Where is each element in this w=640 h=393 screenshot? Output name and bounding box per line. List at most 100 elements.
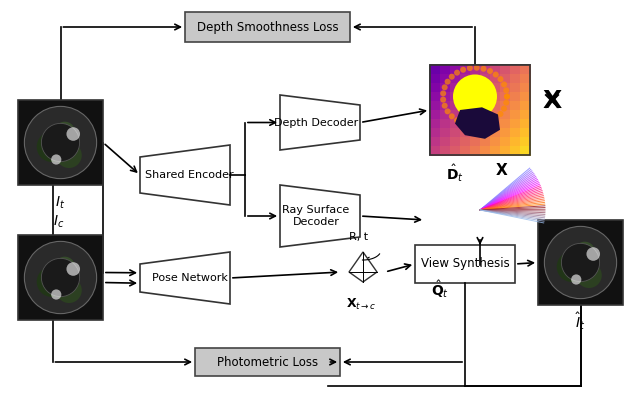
Polygon shape bbox=[455, 107, 500, 139]
Bar bbox=[520, 83, 531, 93]
Bar bbox=[500, 137, 511, 147]
Circle shape bbox=[481, 121, 486, 127]
Circle shape bbox=[449, 113, 455, 119]
Bar bbox=[510, 101, 521, 111]
Bar bbox=[430, 146, 441, 156]
Text: R, t: R, t bbox=[349, 232, 369, 242]
Circle shape bbox=[42, 123, 79, 162]
FancyBboxPatch shape bbox=[195, 348, 340, 376]
Bar bbox=[520, 146, 531, 156]
Bar bbox=[18, 235, 103, 320]
Bar bbox=[500, 83, 511, 93]
Circle shape bbox=[449, 74, 455, 80]
Bar bbox=[510, 65, 521, 75]
Circle shape bbox=[481, 66, 486, 72]
Bar bbox=[500, 110, 511, 120]
Bar bbox=[430, 128, 441, 138]
Circle shape bbox=[503, 87, 509, 93]
Bar bbox=[430, 137, 441, 147]
Circle shape bbox=[67, 127, 80, 141]
Bar bbox=[480, 101, 491, 111]
Circle shape bbox=[503, 100, 509, 106]
Bar bbox=[490, 83, 501, 93]
Bar bbox=[480, 128, 491, 138]
Bar bbox=[510, 137, 521, 147]
Bar bbox=[460, 101, 471, 111]
Bar bbox=[470, 101, 481, 111]
Bar bbox=[480, 92, 491, 102]
Circle shape bbox=[504, 94, 510, 99]
Circle shape bbox=[442, 84, 447, 90]
Bar bbox=[430, 65, 530, 155]
Bar bbox=[490, 110, 501, 120]
Bar bbox=[18, 100, 103, 185]
Bar bbox=[460, 137, 471, 147]
Text: $\hat{\mathbf{Q}}_t$: $\hat{\mathbf{Q}}_t$ bbox=[431, 278, 449, 299]
Circle shape bbox=[24, 241, 97, 314]
Bar bbox=[440, 74, 451, 84]
Circle shape bbox=[54, 122, 75, 142]
Bar bbox=[460, 119, 471, 129]
Circle shape bbox=[460, 120, 466, 126]
Bar bbox=[440, 92, 451, 102]
Bar bbox=[430, 110, 441, 120]
Bar bbox=[450, 146, 461, 156]
Circle shape bbox=[442, 103, 447, 109]
Bar bbox=[500, 65, 511, 75]
Bar bbox=[490, 92, 501, 102]
Circle shape bbox=[586, 247, 600, 261]
Text: $\mathbf{X}$: $\mathbf{X}$ bbox=[495, 162, 509, 178]
Circle shape bbox=[440, 90, 446, 96]
Bar bbox=[440, 146, 451, 156]
Bar bbox=[440, 128, 451, 138]
Bar bbox=[450, 74, 461, 84]
Bar bbox=[500, 74, 511, 84]
Bar bbox=[480, 137, 491, 147]
FancyBboxPatch shape bbox=[185, 12, 350, 42]
Bar bbox=[490, 119, 501, 129]
Text: $I_t$: $I_t$ bbox=[56, 195, 66, 211]
Bar bbox=[470, 83, 481, 93]
Bar bbox=[480, 83, 491, 93]
Bar bbox=[500, 92, 511, 102]
Text: Depth Smoothness Loss: Depth Smoothness Loss bbox=[196, 20, 339, 33]
Bar bbox=[520, 119, 531, 129]
Circle shape bbox=[501, 106, 507, 112]
Circle shape bbox=[460, 67, 466, 73]
Circle shape bbox=[454, 118, 460, 123]
Bar bbox=[510, 119, 521, 129]
Bar bbox=[440, 101, 451, 111]
Bar bbox=[450, 128, 461, 138]
Bar bbox=[480, 65, 491, 75]
Circle shape bbox=[453, 75, 497, 119]
Bar bbox=[470, 119, 481, 129]
Bar bbox=[460, 74, 471, 84]
Circle shape bbox=[56, 143, 82, 168]
Bar bbox=[470, 128, 481, 138]
Polygon shape bbox=[349, 252, 377, 282]
Bar bbox=[430, 65, 530, 155]
Text: $\mathbf{X}_{t\rightarrow c}$: $\mathbf{X}_{t\rightarrow c}$ bbox=[346, 297, 376, 312]
Bar bbox=[520, 74, 531, 84]
Polygon shape bbox=[280, 185, 360, 247]
Circle shape bbox=[24, 107, 97, 179]
Polygon shape bbox=[140, 145, 230, 205]
Bar bbox=[500, 119, 511, 129]
Circle shape bbox=[487, 68, 493, 74]
Text: Ray Surface
Decoder: Ray Surface Decoder bbox=[282, 205, 349, 227]
Circle shape bbox=[467, 65, 473, 71]
Circle shape bbox=[42, 258, 79, 297]
Bar bbox=[440, 110, 451, 120]
Bar bbox=[470, 92, 481, 102]
Bar bbox=[440, 137, 451, 147]
Bar bbox=[460, 110, 471, 120]
Bar bbox=[460, 92, 471, 102]
Bar bbox=[520, 65, 531, 75]
Bar bbox=[470, 65, 481, 75]
Circle shape bbox=[51, 154, 61, 165]
Bar bbox=[520, 128, 531, 138]
Circle shape bbox=[497, 111, 504, 117]
Bar bbox=[490, 137, 501, 147]
Bar bbox=[430, 74, 441, 84]
Circle shape bbox=[487, 119, 493, 125]
